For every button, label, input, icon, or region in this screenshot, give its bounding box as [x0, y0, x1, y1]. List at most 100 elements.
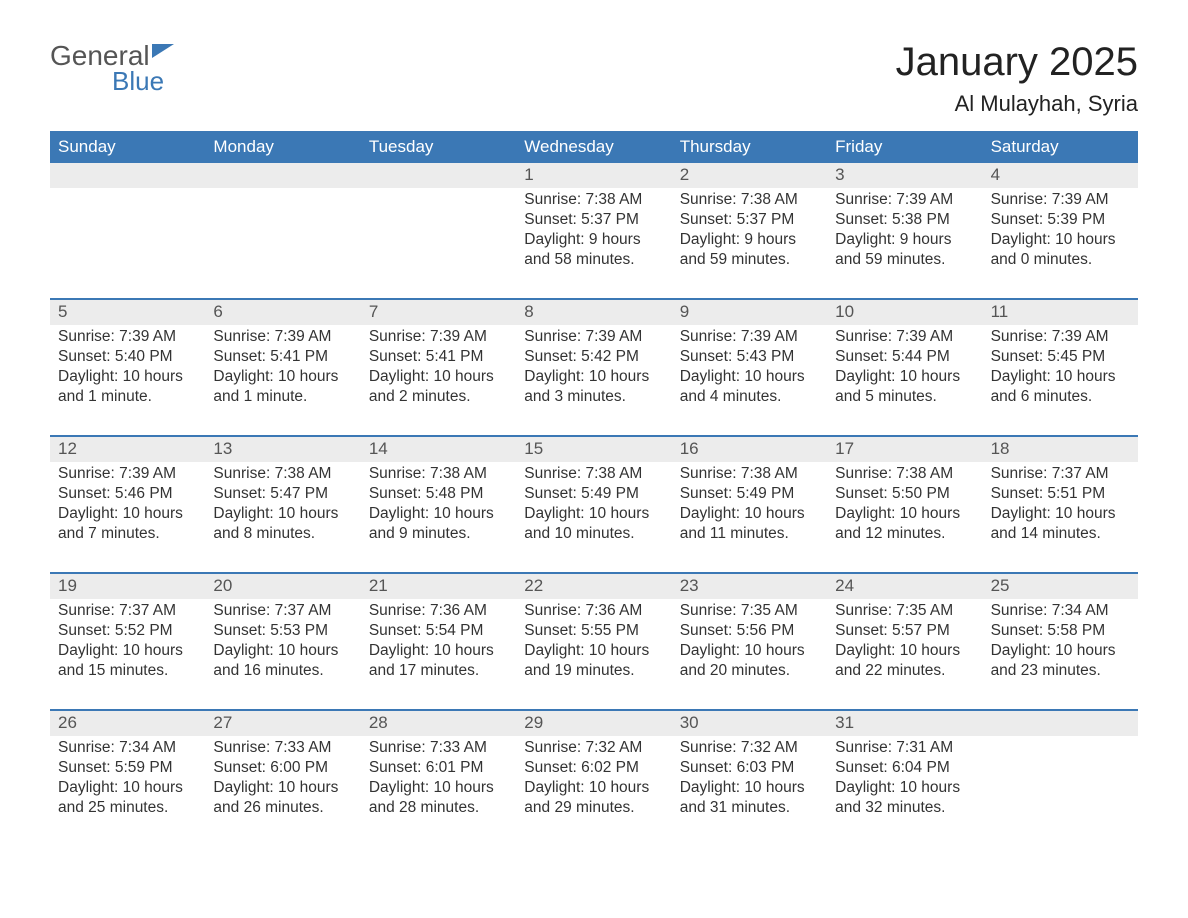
- weekday-header: Monday: [205, 131, 360, 163]
- sunrise-line: Sunrise: 7:38 AM: [835, 464, 974, 484]
- day-number: 24: [827, 574, 982, 599]
- sunrise-line: Sunrise: 7:38 AM: [680, 190, 819, 210]
- calendar-day: 31Sunrise: 7:31 AMSunset: 6:04 PMDayligh…: [827, 711, 982, 846]
- day-number: 19: [50, 574, 205, 599]
- sunrise-line: Sunrise: 7:35 AM: [680, 601, 819, 621]
- daylight-line: Daylight: 10 hours and 11 minutes.: [680, 504, 819, 544]
- calendar-week: 12Sunrise: 7:39 AMSunset: 5:46 PMDayligh…: [50, 435, 1138, 572]
- calendar-day: 30Sunrise: 7:32 AMSunset: 6:03 PMDayligh…: [672, 711, 827, 846]
- day-details: Sunrise: 7:36 AMSunset: 5:54 PMDaylight:…: [361, 599, 516, 684]
- day-details: Sunrise: 7:39 AMSunset: 5:44 PMDaylight:…: [827, 325, 982, 410]
- day-details: Sunrise: 7:37 AMSunset: 5:53 PMDaylight:…: [205, 599, 360, 684]
- day-details: Sunrise: 7:38 AMSunset: 5:49 PMDaylight:…: [516, 462, 671, 547]
- sunset-line: Sunset: 5:39 PM: [991, 210, 1130, 230]
- sunset-line: Sunset: 5:53 PM: [213, 621, 352, 641]
- sunrise-line: Sunrise: 7:34 AM: [58, 738, 197, 758]
- day-number: 10: [827, 300, 982, 325]
- day-number: 4: [983, 163, 1138, 188]
- sunrise-line: Sunrise: 7:39 AM: [58, 327, 197, 347]
- calendar-day-empty: [983, 711, 1138, 846]
- day-details: Sunrise: 7:39 AMSunset: 5:40 PMDaylight:…: [50, 325, 205, 410]
- day-number: [361, 163, 516, 188]
- daylight-line: Daylight: 9 hours and 58 minutes.: [524, 230, 663, 270]
- sunrise-line: Sunrise: 7:37 AM: [991, 464, 1130, 484]
- sunset-line: Sunset: 5:37 PM: [680, 210, 819, 230]
- sunrise-line: Sunrise: 7:36 AM: [369, 601, 508, 621]
- sunrise-line: Sunrise: 7:38 AM: [213, 464, 352, 484]
- sunrise-line: Sunrise: 7:31 AM: [835, 738, 974, 758]
- day-number: 18: [983, 437, 1138, 462]
- calendar-week: 1Sunrise: 7:38 AMSunset: 5:37 PMDaylight…: [50, 163, 1138, 298]
- day-number: 14: [361, 437, 516, 462]
- calendar-day: 13Sunrise: 7:38 AMSunset: 5:47 PMDayligh…: [205, 437, 360, 572]
- calendar-week: 5Sunrise: 7:39 AMSunset: 5:40 PMDaylight…: [50, 298, 1138, 435]
- logo-text-blue: Blue: [112, 66, 174, 97]
- day-number: 20: [205, 574, 360, 599]
- day-number: 28: [361, 711, 516, 736]
- sunset-line: Sunset: 6:02 PM: [524, 758, 663, 778]
- day-details: Sunrise: 7:35 AMSunset: 5:57 PMDaylight:…: [827, 599, 982, 684]
- daylight-line: Daylight: 10 hours and 31 minutes.: [680, 778, 819, 818]
- day-number: 2: [672, 163, 827, 188]
- day-details: Sunrise: 7:33 AMSunset: 6:01 PMDaylight:…: [361, 736, 516, 821]
- daylight-line: Daylight: 10 hours and 5 minutes.: [835, 367, 974, 407]
- day-details: Sunrise: 7:39 AMSunset: 5:41 PMDaylight:…: [361, 325, 516, 410]
- calendar-day: 1Sunrise: 7:38 AMSunset: 5:37 PMDaylight…: [516, 163, 671, 298]
- daylight-line: Daylight: 10 hours and 20 minutes.: [680, 641, 819, 681]
- day-number: 7: [361, 300, 516, 325]
- page-subtitle: Al Mulayhah, Syria: [896, 91, 1138, 117]
- sunrise-line: Sunrise: 7:39 AM: [991, 327, 1130, 347]
- calendar-day: 12Sunrise: 7:39 AMSunset: 5:46 PMDayligh…: [50, 437, 205, 572]
- calendar-day: 8Sunrise: 7:39 AMSunset: 5:42 PMDaylight…: [516, 300, 671, 435]
- sunset-line: Sunset: 6:01 PM: [369, 758, 508, 778]
- sunrise-line: Sunrise: 7:38 AM: [369, 464, 508, 484]
- daylight-line: Daylight: 10 hours and 15 minutes.: [58, 641, 197, 681]
- calendar-day: 4Sunrise: 7:39 AMSunset: 5:39 PMDaylight…: [983, 163, 1138, 298]
- sunrise-line: Sunrise: 7:35 AM: [835, 601, 974, 621]
- calendar-week: 26Sunrise: 7:34 AMSunset: 5:59 PMDayligh…: [50, 709, 1138, 846]
- day-details: Sunrise: 7:31 AMSunset: 6:04 PMDaylight:…: [827, 736, 982, 821]
- day-details: Sunrise: 7:34 AMSunset: 5:59 PMDaylight:…: [50, 736, 205, 821]
- weekday-header: Wednesday: [516, 131, 671, 163]
- sunset-line: Sunset: 5:43 PM: [680, 347, 819, 367]
- day-details: Sunrise: 7:32 AMSunset: 6:03 PMDaylight:…: [672, 736, 827, 821]
- daylight-line: Daylight: 10 hours and 4 minutes.: [680, 367, 819, 407]
- sunset-line: Sunset: 5:56 PM: [680, 621, 819, 641]
- header: General Blue January 2025 Al Mulayhah, S…: [50, 40, 1138, 117]
- calendar-day: 2Sunrise: 7:38 AMSunset: 5:37 PMDaylight…: [672, 163, 827, 298]
- daylight-line: Daylight: 10 hours and 6 minutes.: [991, 367, 1130, 407]
- sunrise-line: Sunrise: 7:32 AM: [524, 738, 663, 758]
- sunrise-line: Sunrise: 7:33 AM: [369, 738, 508, 758]
- day-details: Sunrise: 7:39 AMSunset: 5:45 PMDaylight:…: [983, 325, 1138, 410]
- page-title: January 2025: [896, 40, 1138, 85]
- daylight-line: Daylight: 10 hours and 32 minutes.: [835, 778, 974, 818]
- day-number: 9: [672, 300, 827, 325]
- sunrise-line: Sunrise: 7:39 AM: [835, 190, 974, 210]
- sunset-line: Sunset: 5:38 PM: [835, 210, 974, 230]
- sunrise-line: Sunrise: 7:39 AM: [680, 327, 819, 347]
- day-details: Sunrise: 7:38 AMSunset: 5:47 PMDaylight:…: [205, 462, 360, 547]
- day-details: Sunrise: 7:38 AMSunset: 5:48 PMDaylight:…: [361, 462, 516, 547]
- weekday-header: Sunday: [50, 131, 205, 163]
- daylight-line: Daylight: 10 hours and 0 minutes.: [991, 230, 1130, 270]
- sunrise-line: Sunrise: 7:39 AM: [524, 327, 663, 347]
- daylight-line: Daylight: 9 hours and 59 minutes.: [835, 230, 974, 270]
- sunset-line: Sunset: 5:42 PM: [524, 347, 663, 367]
- day-number: 5: [50, 300, 205, 325]
- calendar-day: 20Sunrise: 7:37 AMSunset: 5:53 PMDayligh…: [205, 574, 360, 709]
- sunrise-line: Sunrise: 7:39 AM: [835, 327, 974, 347]
- sunset-line: Sunset: 5:40 PM: [58, 347, 197, 367]
- daylight-line: Daylight: 10 hours and 10 minutes.: [524, 504, 663, 544]
- sunset-line: Sunset: 5:49 PM: [524, 484, 663, 504]
- sunrise-line: Sunrise: 7:39 AM: [213, 327, 352, 347]
- calendar-day: 14Sunrise: 7:38 AMSunset: 5:48 PMDayligh…: [361, 437, 516, 572]
- sunset-line: Sunset: 5:37 PM: [524, 210, 663, 230]
- calendar-day: 11Sunrise: 7:39 AMSunset: 5:45 PMDayligh…: [983, 300, 1138, 435]
- calendar-day: 26Sunrise: 7:34 AMSunset: 5:59 PMDayligh…: [50, 711, 205, 846]
- day-details: Sunrise: 7:39 AMSunset: 5:41 PMDaylight:…: [205, 325, 360, 410]
- daylight-line: Daylight: 10 hours and 1 minute.: [213, 367, 352, 407]
- day-number: 31: [827, 711, 982, 736]
- sunrise-line: Sunrise: 7:39 AM: [369, 327, 508, 347]
- daylight-line: Daylight: 10 hours and 25 minutes.: [58, 778, 197, 818]
- calendar-day: 23Sunrise: 7:35 AMSunset: 5:56 PMDayligh…: [672, 574, 827, 709]
